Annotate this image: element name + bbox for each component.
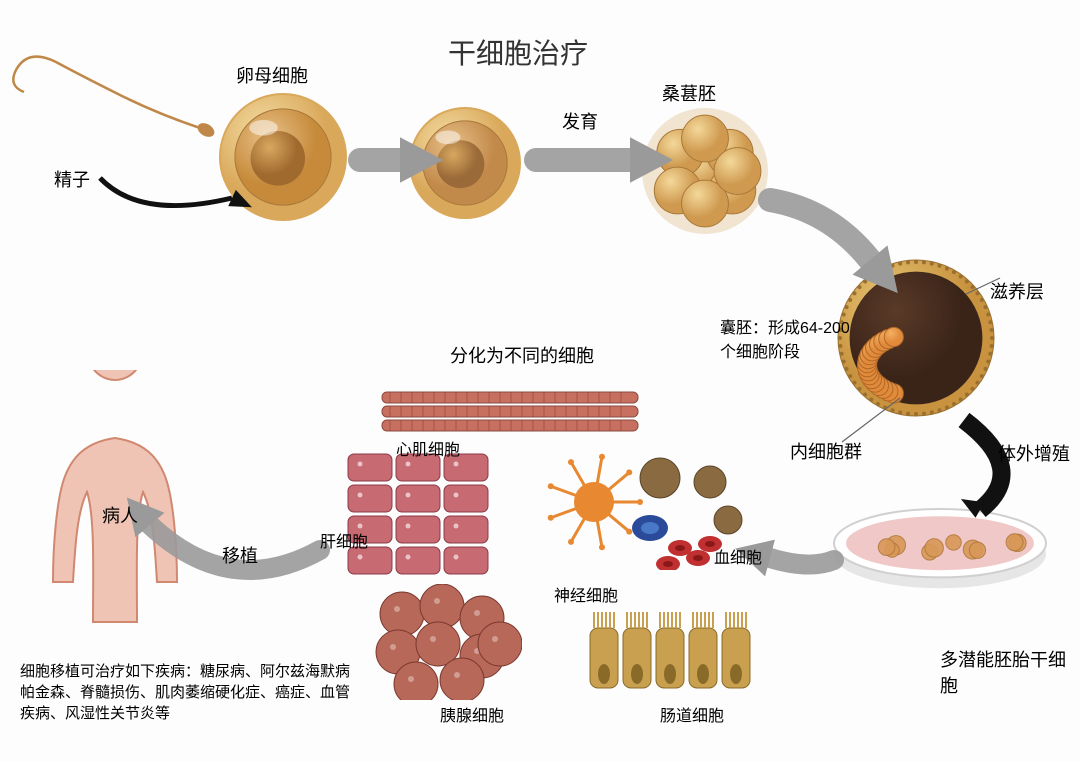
label-sperm: 精子 (54, 166, 90, 192)
label-diseases: 细胞移植可治疗如下疾病：糖尿病、阿尔兹海默病 帕金森、脊髓损伤、肌肉萎缩硬化症、… (20, 660, 350, 723)
morula-cell (640, 106, 770, 236)
oocyte-cell (218, 92, 348, 222)
blastocyst-cell (836, 258, 996, 418)
pancreas-tissue (372, 584, 522, 700)
diagram-title: 干细胞治疗 (448, 32, 588, 72)
liver-tissue (344, 450, 492, 580)
label-cardiac: 心肌细胞 (396, 436, 460, 460)
label-pancreas: 胰腺细胞 (440, 702, 504, 726)
label-patient: 病人 (102, 502, 138, 528)
sperm-icon (0, 0, 230, 200)
label-pluripotent: 多潜能胚胎干细胞 (940, 646, 1080, 698)
label-neural: 神经细胞 (554, 582, 618, 606)
label-trophoblast: 滋养层 (990, 278, 1044, 304)
label-blood: 血细胞 (714, 544, 762, 568)
zygote-cell (408, 106, 522, 220)
label-in-vitro: 体外增殖 (998, 440, 1070, 466)
gut-tissue (584, 602, 754, 698)
label-liver: 肝细胞 (320, 528, 368, 552)
label-blastocyst: 囊胚：形成64-200 个细胞阶段 (720, 314, 850, 362)
label-differentiate: 分化为不同的细胞 (450, 342, 594, 368)
petri-dish (830, 500, 1050, 590)
label-inner-mass: 内细胞群 (790, 438, 862, 464)
patient-silhouette (30, 370, 200, 630)
label-develop: 发育 (562, 108, 598, 134)
label-oocyte: 卵母细胞 (236, 62, 308, 88)
label-gut: 肠道细胞 (660, 702, 724, 726)
cardiac-tissue (380, 384, 640, 432)
label-transplant: 移植 (222, 542, 258, 568)
label-morula: 桑葚胚 (662, 80, 716, 106)
